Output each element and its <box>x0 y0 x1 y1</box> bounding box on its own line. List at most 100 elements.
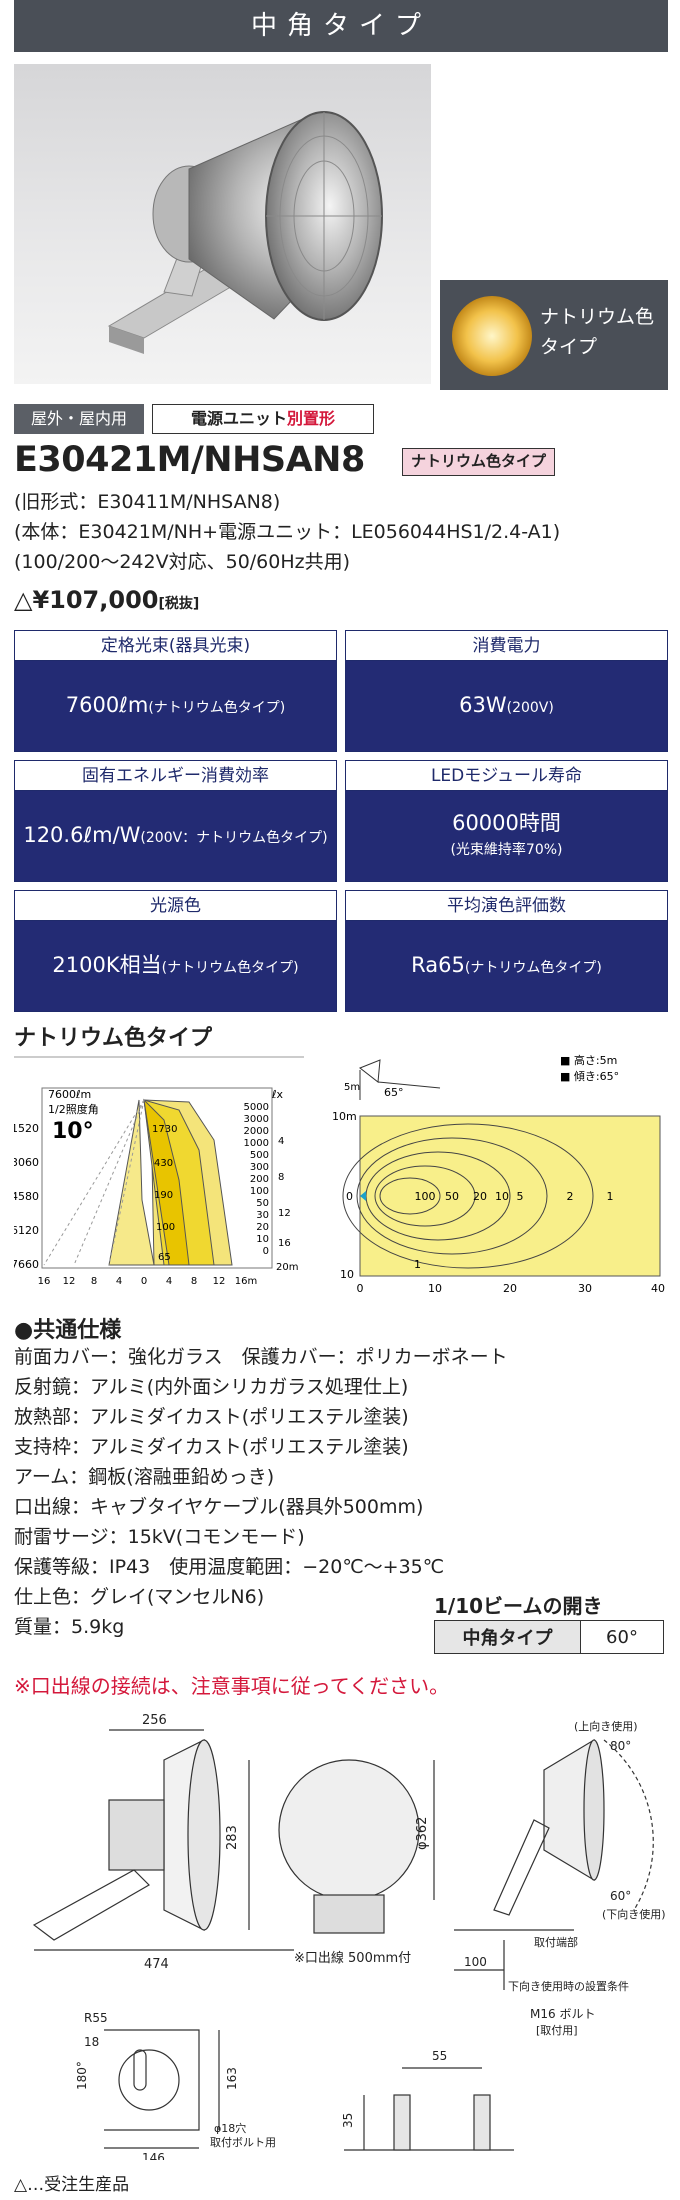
power-unit-tag: 電源ユニット別置形 <box>152 404 374 434</box>
dim-18: 18 <box>84 2035 99 2049</box>
spec-note: (ナトリウム色タイプ) <box>464 959 602 976</box>
lead-note: ※口出線 500mm付 <box>294 1950 411 1966</box>
spec-box-luminous-flux: 定格光束(器具光束) 7600ℓm(ナトリウム色タイプ) <box>14 630 337 752</box>
curve-label: 100 <box>156 1222 175 1233</box>
bolt: M16 ボルト <box>530 2007 595 2021</box>
angle-180: 180° <box>75 2061 89 2090</box>
bottom-tick: 12 <box>213 1276 226 1287</box>
beam-title: 1/10ビームの開き <box>434 1594 603 1618</box>
legend-tilt: ■ 傾き:65° <box>560 1069 619 1083</box>
spec-main: 2100K相当 <box>52 952 162 977</box>
hole: φ18穴 <box>214 2121 246 2135</box>
spec-main: 60000時間 <box>452 810 561 835</box>
hole-note: 取付ボルト用 <box>210 2136 276 2149</box>
spec-line: 質量：5.9kg <box>14 1616 125 1638</box>
spec-line: 前面カバー：強化ガラス 保護カバー：ポリカーボネート <box>14 1346 508 1368</box>
left-tick: 1520 <box>14 1122 39 1135</box>
y-tick: 0 <box>346 1190 353 1203</box>
chart-top-left: 7600ℓm <box>48 1088 91 1101</box>
beam-table: 中角タイプ 60° <box>434 1620 664 1654</box>
common-specs-list: 前面カバー：強化ガラス 保護カバー：ポリカーボネート 反射鏡：アルミ(内外面シリ… <box>14 1342 508 1642</box>
spec-note: (200V) <box>506 699 554 716</box>
spec-main: 120.6ℓm/W <box>23 822 141 847</box>
bottom-tick: 8 <box>91 1276 97 1287</box>
left-tick: 6120 <box>14 1224 39 1237</box>
right-tick: 0 <box>263 1246 269 1257</box>
composition: (本体：E30421M/NH+電源ユニット：LE056044HS1/2.4-A1… <box>14 521 561 543</box>
right-dist: 8 <box>278 1172 284 1183</box>
contour-label: 20 <box>473 1190 487 1203</box>
price-tax: [税抜] <box>158 596 200 612</box>
old-model: (旧形式：E30411M/NHSAN8) <box>14 491 281 513</box>
left-tick: 3060 <box>14 1156 39 1169</box>
right-tick: 500 <box>250 1150 269 1161</box>
right-tick: 30 <box>256 1210 269 1221</box>
right-tick: 10 <box>256 1234 269 1245</box>
left-tick: 7660 <box>14 1258 39 1271</box>
mount-end: 取付端部 <box>534 1935 578 1949</box>
beam-type: 中角タイプ <box>435 1621 581 1653</box>
spec-line: アーム：鋼板(溶融亜鉛めっき) <box>14 1466 275 1488</box>
legend-height: ■ 高さ:5m <box>560 1053 617 1067</box>
price-value: △¥107,000 <box>14 586 159 614</box>
spec-box-power: 消費電力 63W(200V) <box>345 630 668 752</box>
right-dist: 16 <box>278 1238 291 1249</box>
x-tick: 30 <box>578 1282 592 1295</box>
right-tick: 200 <box>250 1174 269 1185</box>
wiring-warning: ※口出線の接続は、注意事項に従ってください。 <box>14 1674 450 1698</box>
spec-line: 反射鏡：アルミ(内外面シリカガラス処理仕上) <box>14 1376 409 1398</box>
bottom-tick: 16m <box>235 1276 257 1287</box>
lamp-glow-icon <box>452 296 532 376</box>
contour-label: 5 <box>517 1190 524 1203</box>
bottom-tick: 8 <box>191 1276 197 1287</box>
contour-label: 1 <box>607 1190 614 1203</box>
x-tick: 40 <box>651 1282 665 1295</box>
contour-label: 10 <box>495 1190 509 1203</box>
spec-main: 7600ℓm <box>65 692 149 717</box>
half-angle-label: 1/2照度角 <box>48 1102 99 1116</box>
contour-label: 50 <box>445 1190 459 1203</box>
product-photo <box>14 64 431 384</box>
spec-header: 定格光束(器具光束) <box>15 631 336 661</box>
voltage: (100/200～242V対応、50/60Hz共用) <box>14 551 351 573</box>
x-tick: 0 <box>357 1282 364 1295</box>
model-number: E30421M/NHSAN8 <box>14 440 365 480</box>
spec-note: (ナトリウム色タイプ) <box>148 699 286 716</box>
right-tick: 5000 <box>244 1102 269 1113</box>
dim-35: 35 <box>341 2113 355 2128</box>
half-angle-value: 10° <box>52 1119 94 1144</box>
bottom-tick: 16 <box>38 1276 51 1287</box>
spec-note: (光束維持率70%) <box>450 841 563 858</box>
contour-label: 100 <box>415 1190 436 1203</box>
contour-label: 2 <box>567 1190 574 1203</box>
tilt-label: 65° <box>384 1086 404 1099</box>
spec-box-light-color: 光源色 2100K相当(ナトリウム色タイプ) <box>14 890 337 1012</box>
price: △¥107,000[税抜] <box>14 586 199 614</box>
right-dist: 12 <box>278 1208 291 1219</box>
isolux-chart: ■ 高さ:5m ■ 傾き:65° 65° 5m 10m 0 10 0 10 20… <box>332 1053 665 1295</box>
dim-474: 474 <box>144 1957 169 1972</box>
power-unit-prefix: 電源ユニット <box>190 409 287 428</box>
spec-box-cri: 平均演色評価数 Ra65(ナトリウム色タイプ) <box>345 890 668 1012</box>
right-tick: 300 <box>250 1162 269 1173</box>
spec-header: 光源色 <box>15 891 336 921</box>
inset-label-1: ナトリウム色 <box>540 306 655 328</box>
common-specs-title: ●共通仕様 <box>14 1318 122 1343</box>
bottom-tick: 12 <box>63 1276 76 1287</box>
right-tick: 2000 <box>244 1126 269 1137</box>
dim-362: φ362 <box>415 1817 430 1850</box>
dim-163: 163 <box>225 2067 239 2090</box>
height-label: 5m <box>344 1082 360 1093</box>
sodium-color-inset: ナトリウム色 タイプ <box>440 280 668 390</box>
light-distribution-chart: 7600ℓm 1/2照度角 10° ℓx 1520 3060 4580 6120… <box>14 1087 298 1287</box>
install-cond: 下向き使用時の設置条件 <box>508 1979 629 1993</box>
right-dist: 20m <box>276 1262 298 1273</box>
location-tag: 屋外・屋内用 <box>14 404 144 434</box>
spec-box-efficiency: 固有エネルギー消費効率 120.6ℓm/W(200V：ナトリウム色タイプ) <box>14 760 337 882</box>
curve-label: 430 <box>154 1158 173 1169</box>
right-tick: 50 <box>256 1198 269 1209</box>
right-dist: 4 <box>278 1136 284 1147</box>
left-tick: 4580 <box>14 1190 39 1203</box>
spec-line: 支持枠：アルミダイカスト(ポリエステル塗装) <box>14 1436 409 1458</box>
curve-label: 65 <box>158 1252 171 1263</box>
